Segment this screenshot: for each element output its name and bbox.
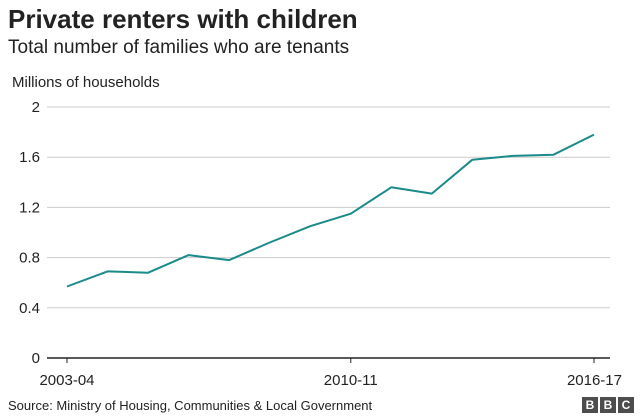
bbc-logo: B B C	[582, 397, 634, 413]
chart-subtitle: Total number of families who are tenants	[8, 37, 350, 58]
y-tick-label: 1.6	[19, 149, 40, 166]
y-tick-label: 1.2	[19, 199, 40, 216]
bbc-logo-block: B	[600, 397, 616, 413]
source-note: Source: Ministry of Housing, Communities…	[8, 398, 373, 413]
series-line	[66, 133, 595, 288]
grid-lines	[47, 106, 610, 359]
y-tick-label: 2	[32, 99, 40, 116]
x-tick-label: 2016-17	[567, 372, 622, 389]
bbc-logo-block: B	[582, 397, 598, 413]
y-tick-label: 0	[32, 350, 40, 367]
y-tick-label: 0.4	[19, 300, 40, 317]
y-tick-label: 0.8	[19, 250, 40, 267]
x-tick-label: 2003-04	[39, 372, 94, 389]
x-tick-labels: 2003-04 2010-11 2016-17	[39, 358, 622, 389]
x-tick-label: 2010-11	[324, 372, 378, 389]
y-axis-label: Millions of households	[12, 74, 160, 91]
series-layer	[66, 133, 595, 288]
chart-title: Private renters with children	[8, 4, 358, 34]
bbc-logo-block: C	[618, 397, 634, 413]
y-tick-labels: 0 0.4 0.8 1.2 1.6 2	[19, 99, 40, 367]
